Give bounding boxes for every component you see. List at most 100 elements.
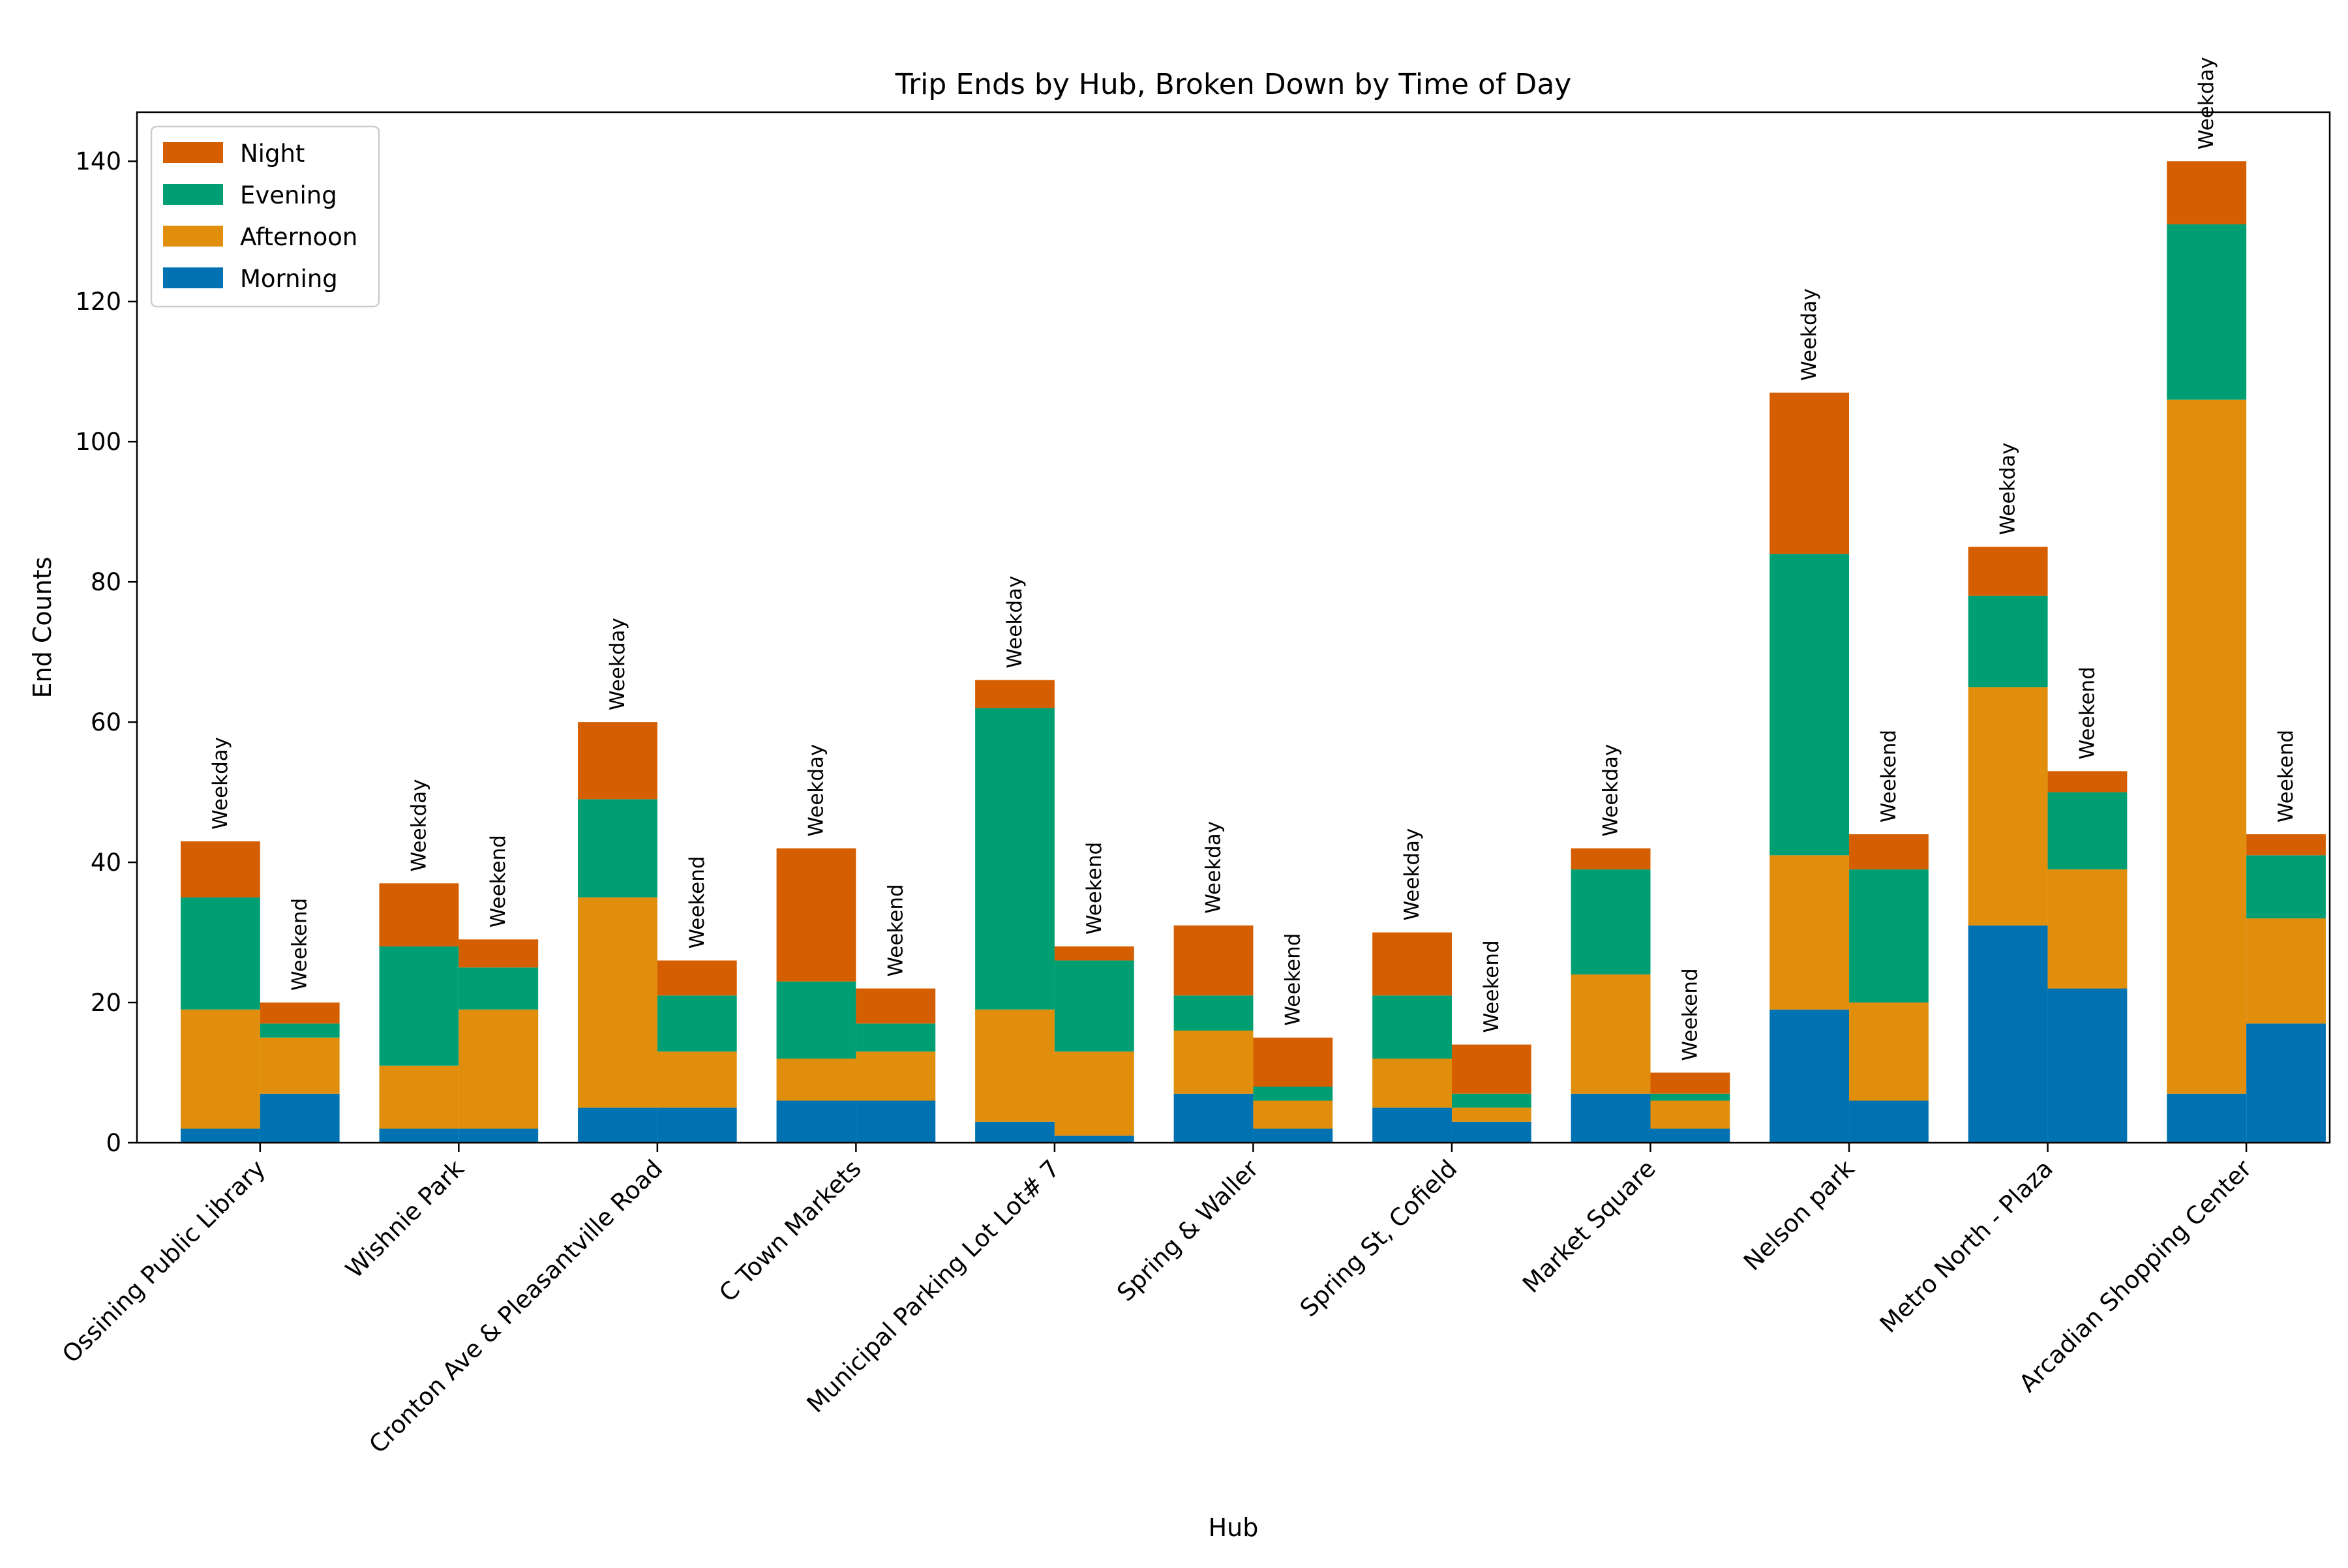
bar-market-square-weekend-afternoon [1650,1100,1730,1129]
group-label-municipal-parking-lot-lot-7-weekday: Weekday [1003,576,1027,669]
bar-arcadian-shopping-center-weekday-evening [2167,224,2247,400]
bar-nelson-park-weekday-afternoon [1769,855,1850,1010]
bar-spring-waller-weekday-morning [1173,1093,1254,1143]
bar-nelson-park-weekend-afternoon [1849,1003,1929,1101]
bar-cronton-ave-pleasantville-road-weekday-evening [578,799,657,897]
group-label-ossining-public-library-weekend: Weekend [288,898,312,991]
bar-municipal-parking-lot-lot-7-weekend-morning [1054,1136,1134,1143]
bar-spring-st-cofield-weekday-morning [1372,1108,1452,1143]
bar-wishnie-park-weekend-night [459,939,539,968]
y-tick-label-80: 80 [91,568,121,596]
plot-frame [136,111,2331,1144]
bar-spring-waller-weekend-morning [1253,1128,1333,1143]
bar-municipal-parking-lot-lot-7-weekend-evening [1054,960,1134,1052]
bar-cronton-ave-pleasantville-road-weekend-evening [657,995,737,1052]
bar-arcadian-shopping-center-weekend-morning [2246,1023,2326,1143]
bar-municipal-parking-lot-lot-7-weekday-night [975,680,1055,708]
bar-cronton-ave-pleasantville-road-weekday-morning [578,1108,657,1143]
bars-layer [180,161,2326,1143]
group-label-cronton-ave-pleasantville-road-weekend: Weekend [685,856,709,948]
bar-metro-north-plaza-weekday-afternoon [1968,687,2048,926]
y-tick-label-120: 120 [75,288,121,316]
bar-arcadian-shopping-center-weekend-afternoon [2246,918,2326,1024]
group-label-arcadian-shopping-center-weekend: Weekend [2274,730,2298,822]
bar-ossining-public-library-weekend-afternoon [260,1037,340,1094]
bar-spring-st-cofield-weekday-night [1372,932,1452,996]
group-label-market-square-weekend: Weekend [1678,968,1702,1061]
group-label-nelson-park-weekday: Weekday [1798,288,1821,381]
group-label-c-town-markets-weekend: Weekend [884,884,907,976]
bar-c-town-markets-weekend-night [856,988,936,1024]
bar-spring-waller-weekday-evening [1173,995,1254,1031]
bar-arcadian-shopping-center-weekday-afternoon [2167,399,2247,1094]
bar-spring-st-cofield-weekend-evening [1451,1093,1531,1108]
group-label-municipal-parking-lot-lot-7-weekend: Weekend [1083,842,1106,935]
group-label-spring-st-cofield-weekend: Weekend [1480,940,1503,1033]
bar-market-square-weekend-night [1650,1072,1730,1094]
bar-metro-north-plaza-weekend-afternoon [2047,869,2128,989]
bar-c-town-markets-weekday-morning [776,1100,856,1143]
bar-ossining-public-library-weekday-night [180,841,260,897]
bar-wishnie-park-weekday-night [379,883,459,947]
group-label-spring-waller-weekend: Weekend [1281,933,1304,1026]
bar-metro-north-plaza-weekday-morning [1968,925,2048,1143]
bar-ossining-public-library-weekday-morning [180,1128,260,1143]
bar-market-square-weekday-evening [1571,869,1651,975]
bar-ossining-public-library-weekend-morning [260,1093,340,1143]
bar-ossining-public-library-weekend-evening [260,1023,340,1038]
bar-cronton-ave-pleasantville-road-weekend-afternoon [657,1051,737,1108]
bar-arcadian-shopping-center-weekday-night [2167,161,2247,224]
bar-wishnie-park-weekday-afternoon [379,1065,459,1129]
bar-municipal-parking-lot-lot-7-weekday-morning [975,1121,1055,1143]
bar-ossining-public-library-weekday-evening [180,897,260,1010]
bar-c-town-markets-weekend-morning [856,1100,936,1143]
group-label-metro-north-plaza-weekday: Weekday [1996,442,2020,535]
bar-cronton-ave-pleasantville-road-weekday-night [578,722,657,800]
bar-spring-st-cofield-weekday-evening [1372,995,1452,1059]
bar-metro-north-plaza-weekday-night [1968,547,2048,596]
legend-swatch-evening [163,184,223,205]
bar-ossining-public-library-weekend-night [260,1003,340,1024]
group-label-nelson-park-weekend: Weekend [1877,730,1901,822]
bar-spring-waller-weekday-afternoon [1173,1031,1254,1094]
bar-market-square-weekday-afternoon [1571,974,1651,1094]
legend-box [150,125,380,308]
y-tick-label-60: 60 [91,708,121,736]
bar-c-town-markets-weekday-evening [776,981,856,1059]
bar-municipal-parking-lot-lot-7-weekend-night [1054,946,1134,961]
bar-nelson-park-weekday-morning [1769,1009,1850,1143]
y-tick-label-0: 0 [106,1129,121,1157]
bar-metro-north-plaza-weekend-morning [2047,988,2128,1143]
bar-spring-waller-weekend-evening [1253,1087,1333,1101]
group-label-cronton-ave-pleasantville-road-weekday: Weekday [606,618,629,710]
bar-market-square-weekend-evening [1650,1093,1730,1101]
bar-spring-st-cofield-weekday-afternoon [1372,1059,1452,1108]
group-label-ossining-public-library-weekday: Weekday [209,737,232,830]
bar-metro-north-plaza-weekend-night [2047,771,2128,792]
legend-label-morning: Morning [240,265,338,293]
bar-cronton-ave-pleasantville-road-weekend-morning [657,1108,737,1143]
bar-spring-st-cofield-weekend-afternoon [1451,1108,1531,1122]
bar-nelson-park-weekend-morning [1849,1100,1929,1143]
bar-wishnie-park-weekday-morning [379,1128,459,1143]
bar-wishnie-park-weekend-afternoon [459,1009,539,1129]
group-labels-layer: Weekday Weekend Weekday Weekend Weekday Weeke… [209,57,2298,1061]
y-tick-label-40: 40 [91,849,121,877]
group-label-arcadian-shopping-center-weekday: Weekday [2195,57,2218,149]
bar-nelson-park-weekday-night [1769,392,1850,554]
bar-nelson-park-weekday-evening [1769,554,1850,856]
group-label-spring-waller-weekday: Weekday [1202,821,1226,914]
y-tick-label-20: 20 [91,989,121,1017]
bar-market-square-weekday-night [1571,848,1651,869]
group-label-spring-st-cofield-weekday: Weekday [1400,828,1424,921]
chart-title: Trip Ends by Hub, Broken Down by Time of… [895,68,1572,101]
legend-swatch-morning [163,267,223,288]
legend-swatch-afternoon [163,226,223,247]
bar-spring-st-cofield-weekend-night [1451,1044,1531,1094]
legend-swatch-night [163,142,223,163]
bar-spring-st-cofield-weekend-morning [1451,1121,1531,1143]
bar-cronton-ave-pleasantville-road-weekend-night [657,960,737,996]
group-label-c-town-markets-weekday: Weekday [804,744,828,837]
